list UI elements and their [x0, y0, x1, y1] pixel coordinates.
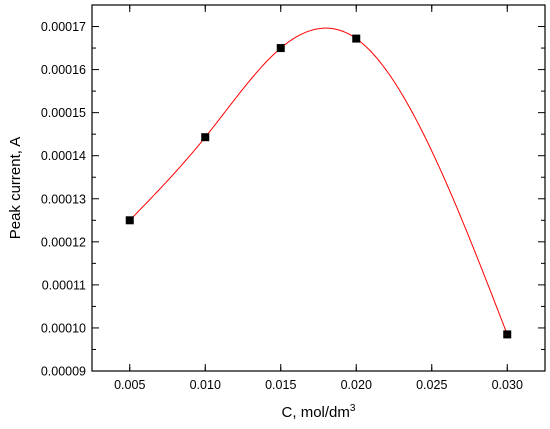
y-tick-label: 0.00017: [41, 20, 86, 34]
y-tick-label: 0.00012: [41, 235, 86, 249]
x-tick-label: 0.030: [492, 378, 523, 392]
x-tick-label: 0.020: [341, 378, 372, 392]
y-tick-label: 0.00014: [41, 149, 86, 163]
y-tick-label: 0.00013: [41, 192, 86, 206]
data-point: [125, 216, 134, 225]
axes: [91, 4, 546, 372]
data-points-layer: [125, 34, 512, 339]
fit-curve-layer: [129, 27, 508, 335]
y-tick-label: 0.00010: [41, 321, 86, 335]
data-point: [276, 44, 285, 53]
y-tick-label: 0.00009: [41, 365, 86, 379]
y-tick-label: 0.00011: [42, 278, 86, 292]
x-axis-title: C, mol/dm3: [282, 403, 356, 421]
data-point: [503, 330, 512, 339]
x-tick-label: 0.015: [265, 378, 296, 392]
fit-curve: [129, 27, 508, 335]
y-axis-title: Peak current, A: [7, 137, 24, 240]
x-tick-label: 0.025: [416, 378, 447, 392]
x-tick-label: 0.005: [114, 378, 145, 392]
y-tick-label: 0.00016: [41, 63, 86, 77]
tick-labels-layer: 0.005 0.010 0.015 0.020 0.025 0.030 0.00009 0.0…: [41, 20, 523, 392]
data-point: [201, 133, 210, 142]
plot-frame: [91, 4, 546, 372]
x-tick-label: 0.010: [190, 378, 221, 392]
data-point: [352, 34, 361, 43]
y-tick-label: 0.00015: [41, 106, 86, 120]
